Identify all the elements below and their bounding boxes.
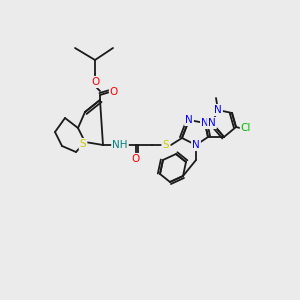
Text: N: N xyxy=(201,118,209,128)
Text: N: N xyxy=(208,118,216,128)
Text: O: O xyxy=(132,154,140,164)
Text: S: S xyxy=(163,140,169,150)
Text: N: N xyxy=(214,105,222,115)
Text: N: N xyxy=(192,140,200,150)
Text: S: S xyxy=(80,139,86,149)
Text: N: N xyxy=(185,115,193,125)
Text: Cl: Cl xyxy=(241,123,251,133)
Text: NH: NH xyxy=(112,140,128,150)
Text: O: O xyxy=(110,87,118,97)
Text: O: O xyxy=(91,77,99,87)
